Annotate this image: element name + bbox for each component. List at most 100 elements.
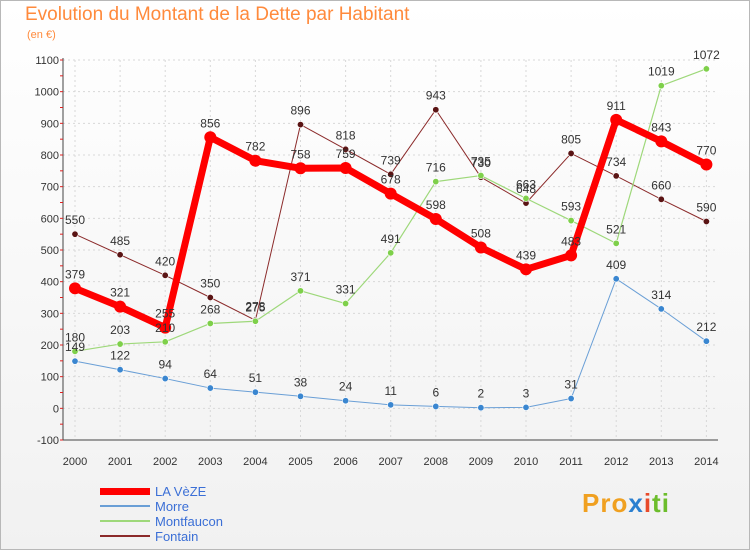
data-label: 212 [696, 320, 716, 334]
legend-swatch [100, 505, 150, 507]
data-point [429, 212, 442, 225]
data-label: 678 [381, 173, 401, 187]
x-tick-label: 2012 [604, 456, 628, 468]
data-point [655, 135, 668, 148]
data-point [657, 305, 665, 313]
data-label: 210 [155, 321, 175, 335]
data-point [432, 402, 440, 410]
data-label: 11 [384, 384, 397, 398]
data-point [657, 195, 665, 203]
data-label: 2 [478, 387, 485, 401]
x-tick-label: 2005 [288, 456, 312, 468]
data-point [387, 401, 395, 409]
y-tick-label: 300 [41, 308, 59, 320]
data-label: 590 [696, 201, 716, 215]
data-point [342, 300, 350, 308]
data-label: 24 [339, 380, 353, 394]
x-tick-label: 2014 [694, 456, 718, 468]
x-tick-label: 2007 [378, 456, 402, 468]
data-point [474, 241, 487, 254]
data-point [116, 251, 124, 259]
data-label: 420 [155, 254, 175, 268]
data-point [296, 121, 304, 129]
data-label: 896 [290, 104, 310, 118]
data-label: 818 [336, 128, 356, 142]
x-tick-label: 2003 [198, 456, 222, 468]
data-point [477, 172, 485, 180]
y-tick-label: 500 [41, 245, 59, 257]
data-label: 203 [110, 323, 130, 337]
legend-swatch [100, 535, 150, 537]
data-label: 805 [561, 132, 581, 146]
data-label: 31 [564, 378, 578, 392]
data-point [114, 300, 127, 313]
data-label: 255 [155, 307, 175, 321]
data-label: 734 [606, 155, 626, 169]
x-tick-label: 2006 [333, 456, 357, 468]
data-point [204, 131, 217, 144]
legend-label: Morre [155, 499, 189, 514]
data-label: 660 [651, 178, 671, 192]
x-tick-label: 2009 [469, 456, 493, 468]
data-label: 593 [561, 200, 581, 214]
x-tick-label: 2000 [63, 456, 87, 468]
data-point [71, 230, 79, 238]
x-tick-label: 2004 [243, 456, 267, 468]
data-point [612, 275, 620, 283]
data-label: 716 [426, 161, 446, 175]
data-point [567, 217, 575, 225]
data-point [432, 106, 440, 114]
data-point [387, 249, 395, 257]
data-point [657, 82, 665, 90]
y-tick-label: 700 [41, 182, 59, 194]
data-point [296, 287, 304, 295]
legend-label: Montfaucon [155, 514, 223, 529]
data-label: 314 [651, 288, 671, 302]
data-point [342, 397, 350, 405]
data-label: 439 [516, 248, 536, 262]
data-label: 94 [159, 358, 173, 372]
data-point [567, 395, 575, 403]
chart-title: Evolution du Montant de la Dette par Hab… [25, 4, 410, 25]
data-point [612, 239, 620, 247]
data-point [296, 392, 304, 400]
data-label: 483 [561, 234, 581, 248]
legend: LA VèZE Morre Montfaucon Fontain [100, 484, 360, 544]
x-tick-label: 2013 [649, 456, 673, 468]
data-label: 64 [204, 367, 218, 381]
data-point [251, 317, 259, 325]
data-label: 550 [65, 213, 85, 227]
data-point [161, 338, 169, 346]
data-label: 1072 [693, 48, 720, 62]
y-tick-label: 100 [41, 372, 59, 384]
y-tick-label: 800 [41, 150, 59, 162]
data-label: 648 [516, 182, 536, 196]
data-label: 275 [245, 300, 265, 314]
data-point [700, 158, 713, 171]
data-labels: 5504854203502788968187399437306488057346… [65, 48, 720, 401]
data-label: 739 [381, 153, 401, 167]
data-label: 3 [523, 386, 530, 400]
data-point [520, 263, 532, 276]
legend-label: LA VèZE [155, 484, 207, 499]
data-point [161, 375, 169, 383]
x-tick-label: 2008 [424, 456, 448, 468]
data-label: 598 [426, 198, 446, 212]
data-point [702, 218, 710, 226]
data-label: 911 [607, 99, 626, 113]
data-point [702, 65, 710, 73]
data-point [610, 113, 623, 126]
legend-item-la-veze: LA VèZE [100, 484, 360, 499]
data-point [567, 149, 575, 157]
legend-item-fontain: Fontain [100, 529, 360, 544]
data-label: 278 [245, 299, 265, 313]
data-label: 122 [110, 349, 130, 363]
data-label: 371 [290, 270, 310, 284]
y-tick-label: 0 [53, 403, 59, 415]
data-label: 331 [336, 283, 356, 297]
data-label: 782 [245, 140, 265, 154]
data-point [565, 249, 578, 262]
data-label: 491 [381, 232, 401, 246]
data-label: 663 [516, 177, 536, 191]
data-point [342, 145, 350, 153]
